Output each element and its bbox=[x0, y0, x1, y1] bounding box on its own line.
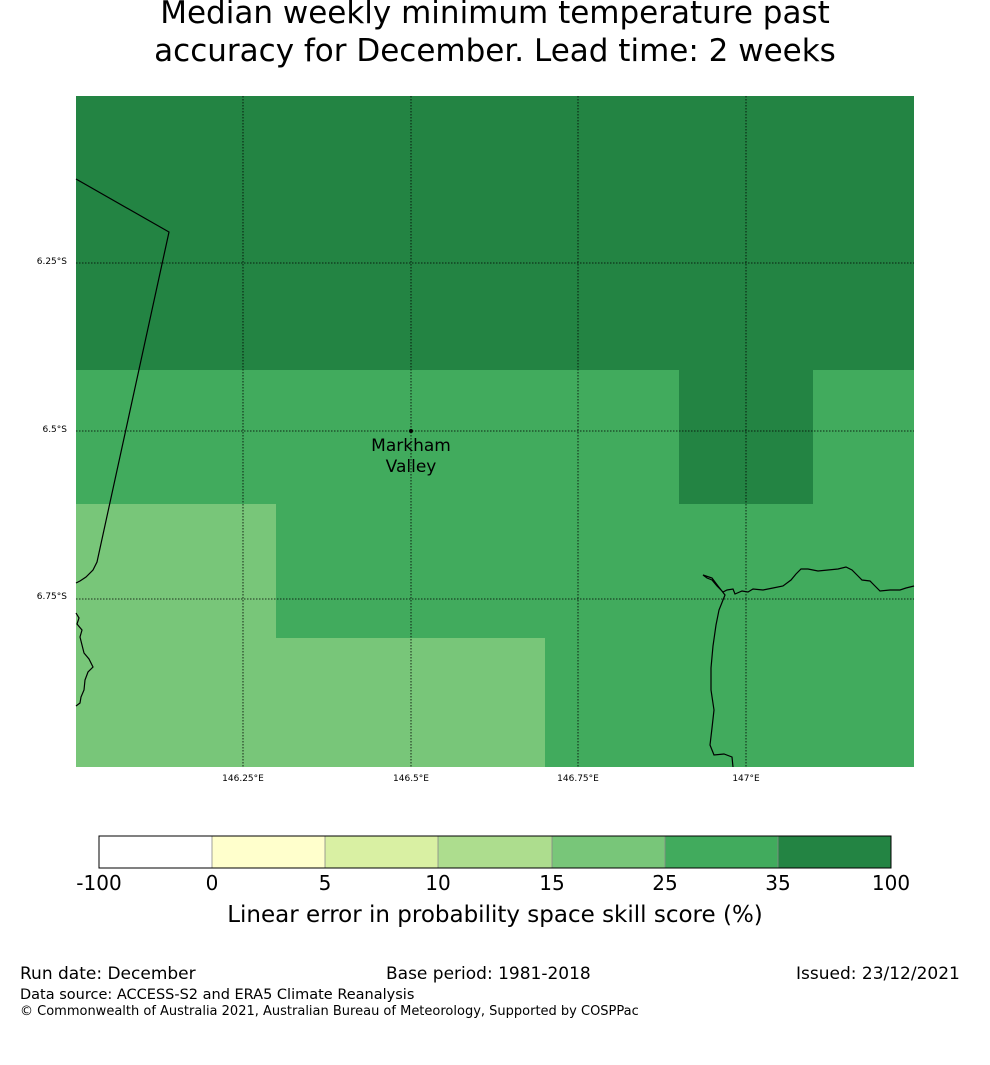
lat-label-6-5: 6.5°S bbox=[42, 425, 67, 435]
title-line-2: accuracy for December. Lead time: 2 week… bbox=[154, 33, 836, 69]
lon-label-147: 147°E bbox=[732, 774, 760, 784]
lat-label-6-25: 6.25°S bbox=[36, 257, 67, 267]
lon-label-146-75: 146.75°E bbox=[557, 774, 599, 784]
colorbar-tick-6: 35 bbox=[765, 871, 791, 895]
colorbar-frame bbox=[98, 835, 892, 869]
place-label-line-1: Markham bbox=[371, 436, 451, 456]
map-cell-south-light bbox=[276, 638, 545, 767]
lat-label-6-75: 6.75°S bbox=[36, 592, 67, 602]
place-label-line-2: Valley bbox=[385, 457, 437, 477]
colorbar-segment-3 bbox=[438, 836, 552, 868]
colorbar-tick-2: 5 bbox=[318, 871, 332, 895]
base-period: Base period: 1981-2018 bbox=[386, 964, 591, 984]
map-cell-west-light bbox=[76, 504, 276, 767]
coastlines bbox=[75, 178, 915, 768]
issued-date: Issued: 23/12/2021 bbox=[796, 964, 960, 984]
colorbar-segment-6 bbox=[778, 836, 891, 868]
place-label-markham-valley: Markham Valley bbox=[341, 436, 481, 478]
colorbar-tick-4: 15 bbox=[539, 871, 565, 895]
colorbar-tick-3: 10 bbox=[425, 871, 451, 895]
colorbar bbox=[98, 835, 892, 869]
data-source: Data source: ACCESS-S2 and ERA5 Climate … bbox=[20, 987, 415, 1003]
map-cell-top bbox=[76, 96, 914, 370]
copyright: © Commonwealth of Australia 2021, Austra… bbox=[20, 1004, 639, 1019]
lon-label-146-5: 146.5°E bbox=[393, 774, 429, 784]
map-cell-east-dark bbox=[679, 370, 813, 504]
colorbar-tick-5: 25 bbox=[652, 871, 678, 895]
lon-label-146-25: 146.25°E bbox=[222, 774, 264, 784]
title-line-1: Median weekly minimum temperature past bbox=[160, 0, 830, 31]
colorbar-segment-1 bbox=[212, 836, 325, 868]
markham-valley-marker bbox=[409, 429, 413, 433]
colorbar-segment-4 bbox=[552, 836, 665, 868]
run-date: Run date: December bbox=[20, 964, 196, 984]
colorbar-segment-5 bbox=[665, 836, 778, 868]
colorbar-segment-2 bbox=[325, 836, 438, 868]
gridlines bbox=[76, 96, 914, 767]
chart-title: Median weekly minimum temperature past a… bbox=[0, 0, 990, 70]
colorbar-tick-0: -100 bbox=[76, 871, 122, 895]
colorbar-segment-0 bbox=[99, 836, 212, 868]
colorbar-tick-1: 0 bbox=[205, 871, 219, 895]
colorbar-tick-7: 100 bbox=[871, 871, 911, 895]
colorbar-label: Linear error in probability space skill … bbox=[227, 902, 763, 928]
